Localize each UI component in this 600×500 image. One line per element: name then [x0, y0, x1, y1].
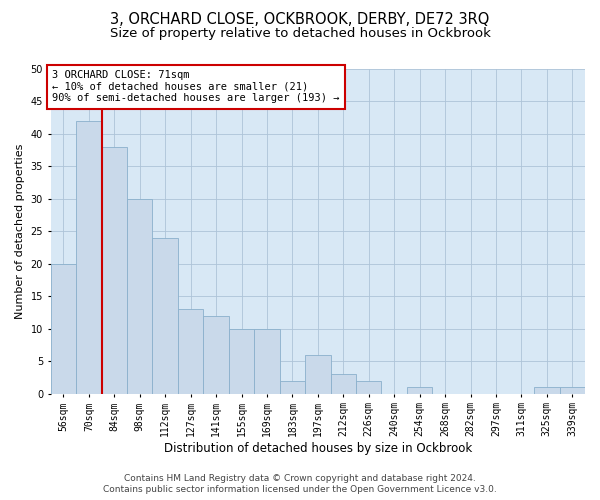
Text: Contains HM Land Registry data © Crown copyright and database right 2024.
Contai: Contains HM Land Registry data © Crown c… — [103, 474, 497, 494]
Bar — [534, 387, 560, 394]
Bar — [203, 316, 229, 394]
Text: 3, ORCHARD CLOSE, OCKBROOK, DERBY, DE72 3RQ: 3, ORCHARD CLOSE, OCKBROOK, DERBY, DE72 … — [110, 12, 490, 28]
Bar — [356, 380, 382, 394]
Bar — [407, 387, 433, 394]
Text: 3 ORCHARD CLOSE: 71sqm
← 10% of detached houses are smaller (21)
90% of semi-det: 3 ORCHARD CLOSE: 71sqm ← 10% of detached… — [52, 70, 340, 104]
Bar — [50, 264, 76, 394]
Y-axis label: Number of detached properties: Number of detached properties — [15, 144, 25, 319]
Bar — [178, 309, 203, 394]
Bar — [76, 121, 101, 394]
Bar — [305, 354, 331, 394]
Bar — [101, 147, 127, 394]
X-axis label: Distribution of detached houses by size in Ockbrook: Distribution of detached houses by size … — [164, 442, 472, 455]
Bar — [152, 238, 178, 394]
Bar — [127, 199, 152, 394]
Bar — [560, 387, 585, 394]
Bar — [331, 374, 356, 394]
Bar — [280, 380, 305, 394]
Bar — [254, 328, 280, 394]
Text: Size of property relative to detached houses in Ockbrook: Size of property relative to detached ho… — [110, 28, 490, 40]
Bar — [229, 328, 254, 394]
